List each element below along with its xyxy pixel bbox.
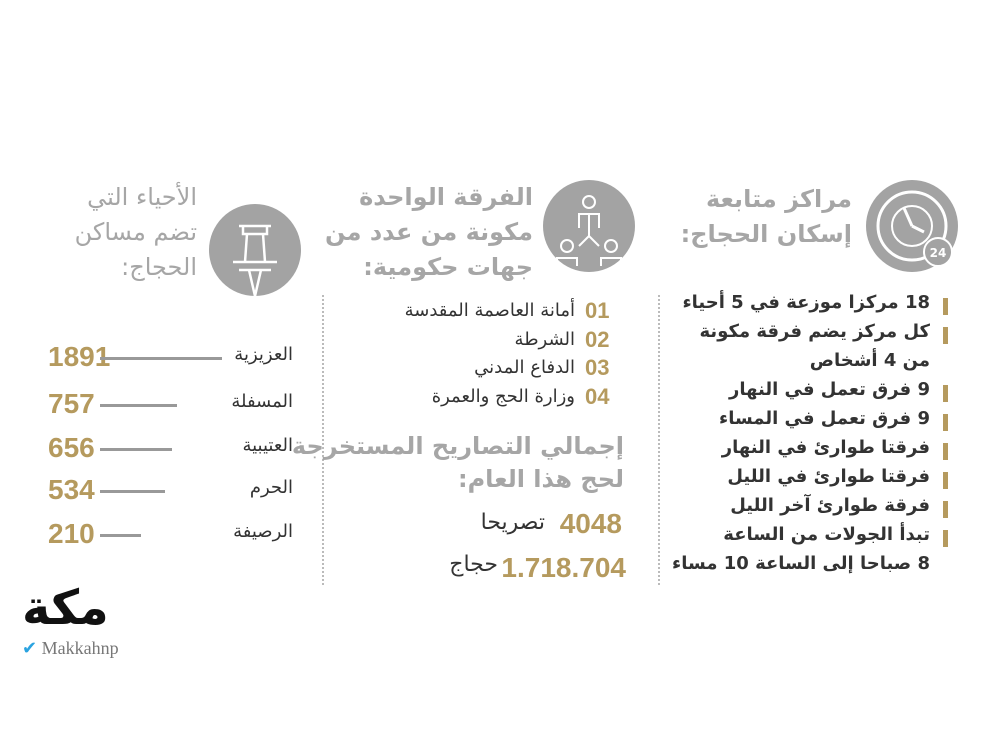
- member-number: 03: [585, 355, 610, 380]
- district-value: 656: [48, 432, 95, 463]
- district-value: 534: [48, 474, 95, 505]
- permits-value: 4048: [559, 508, 622, 539]
- clock-24h-icon: 24: [866, 180, 958, 272]
- center-item: كل مركز يضم فرقة مكونة: [699, 321, 930, 342]
- title-line: الأحياء التي: [87, 183, 197, 211]
- bullet-marker: [943, 530, 948, 547]
- svg-text:24: 24: [930, 246, 947, 260]
- district-value: 210: [48, 518, 95, 549]
- center-item: من 4 أشخاص: [809, 350, 930, 371]
- permits-label: تصريحا: [480, 510, 545, 535]
- center-item: 18 مركزا موزعة في 5 أحياء: [682, 292, 930, 313]
- title-line: لحج هذا العام:: [457, 465, 624, 493]
- title-line: إجمالي التصاريح المستخرجة: [291, 432, 624, 460]
- title-line: الفرقة الواحدة: [359, 183, 533, 211]
- district-bar: [100, 490, 165, 493]
- centers-title: مراكز متابعة إسكان الحجاج:: [681, 182, 852, 252]
- member-number: 04: [585, 383, 610, 409]
- district-bar: [100, 404, 178, 407]
- center-item: 9 فرق تعمل في النهار: [728, 379, 930, 400]
- center-item: تبدأ الجولات من الساعة: [723, 524, 930, 545]
- bullet-marker: [943, 414, 948, 431]
- team-title: الفرقة الواحدة مكونة من عدد من جهات حكوم…: [325, 180, 533, 285]
- district-name: الرصيفة: [233, 521, 293, 542]
- member-label: الشرطة: [514, 328, 575, 350]
- center-item: فرقة طوارئ آخر الليل: [730, 495, 930, 516]
- divider: [322, 295, 324, 585]
- districts-title: الأحياء التي تضم مساكن الحجاج:: [75, 180, 197, 285]
- title-line: مراكز متابعة: [705, 185, 852, 213]
- title-line: إسكان الحجاج:: [680, 220, 852, 248]
- district-name: العزيزية: [234, 344, 293, 365]
- team-hierarchy-icon: [543, 180, 635, 272]
- district-name: الحرم: [249, 477, 293, 498]
- member-number: 01: [585, 298, 610, 323]
- center-item: فرقتا طوارئ في النهار: [721, 437, 930, 458]
- member-label: الدفاع المدني: [474, 357, 575, 378]
- title-line: تضم مساكن: [74, 218, 197, 246]
- district-value: 757: [48, 388, 95, 419]
- bullet-marker: [943, 443, 948, 460]
- bullet-marker: [943, 501, 948, 518]
- district-value: 1891: [48, 341, 111, 372]
- logo-handle: ✔ Makkahnp: [22, 638, 119, 659]
- bullet-marker: [943, 298, 948, 315]
- divider: [658, 295, 660, 585]
- pilgrims-label: حجاج: [449, 552, 498, 577]
- title-line: مكونة من عدد من: [325, 218, 533, 246]
- member-number: 02: [585, 326, 610, 352]
- center-item: فرقتا طوارئ في الليل: [727, 466, 930, 487]
- district-name: العتيبية: [242, 435, 293, 456]
- district-bar: [100, 448, 172, 451]
- twitter-bird-icon: ✔: [22, 638, 38, 658]
- bullet-marker: [943, 327, 948, 344]
- member-label: وزارة الحج والعمرة: [431, 385, 575, 407]
- title-line: جهات حكومية:: [363, 253, 533, 281]
- district-name: المسفلة: [231, 391, 293, 412]
- logo-text: مكة: [22, 580, 109, 636]
- bullet-marker: [943, 472, 948, 489]
- district-bar: [100, 357, 222, 360]
- handle-text: Makkahnp: [41, 638, 119, 658]
- permits-title: إجمالي التصاريح المستخرجة لحج هذا العام:: [292, 430, 624, 496]
- center-item: 8 صباحا إلى الساعة 10 مساء: [672, 553, 930, 574]
- pushpin-icon: [209, 204, 301, 297]
- center-item: 9 فرق تعمل في المساء: [719, 408, 930, 429]
- title-line: الحجاج:: [121, 253, 197, 281]
- makkah-logo: مكة ✔ Makkahnp: [22, 578, 119, 659]
- pilgrims-value: 1.718.704: [501, 552, 626, 583]
- district-bar: [100, 534, 141, 537]
- member-label: أمانة العاصمة المقدسة: [404, 300, 575, 321]
- bullet-marker: [943, 385, 948, 402]
